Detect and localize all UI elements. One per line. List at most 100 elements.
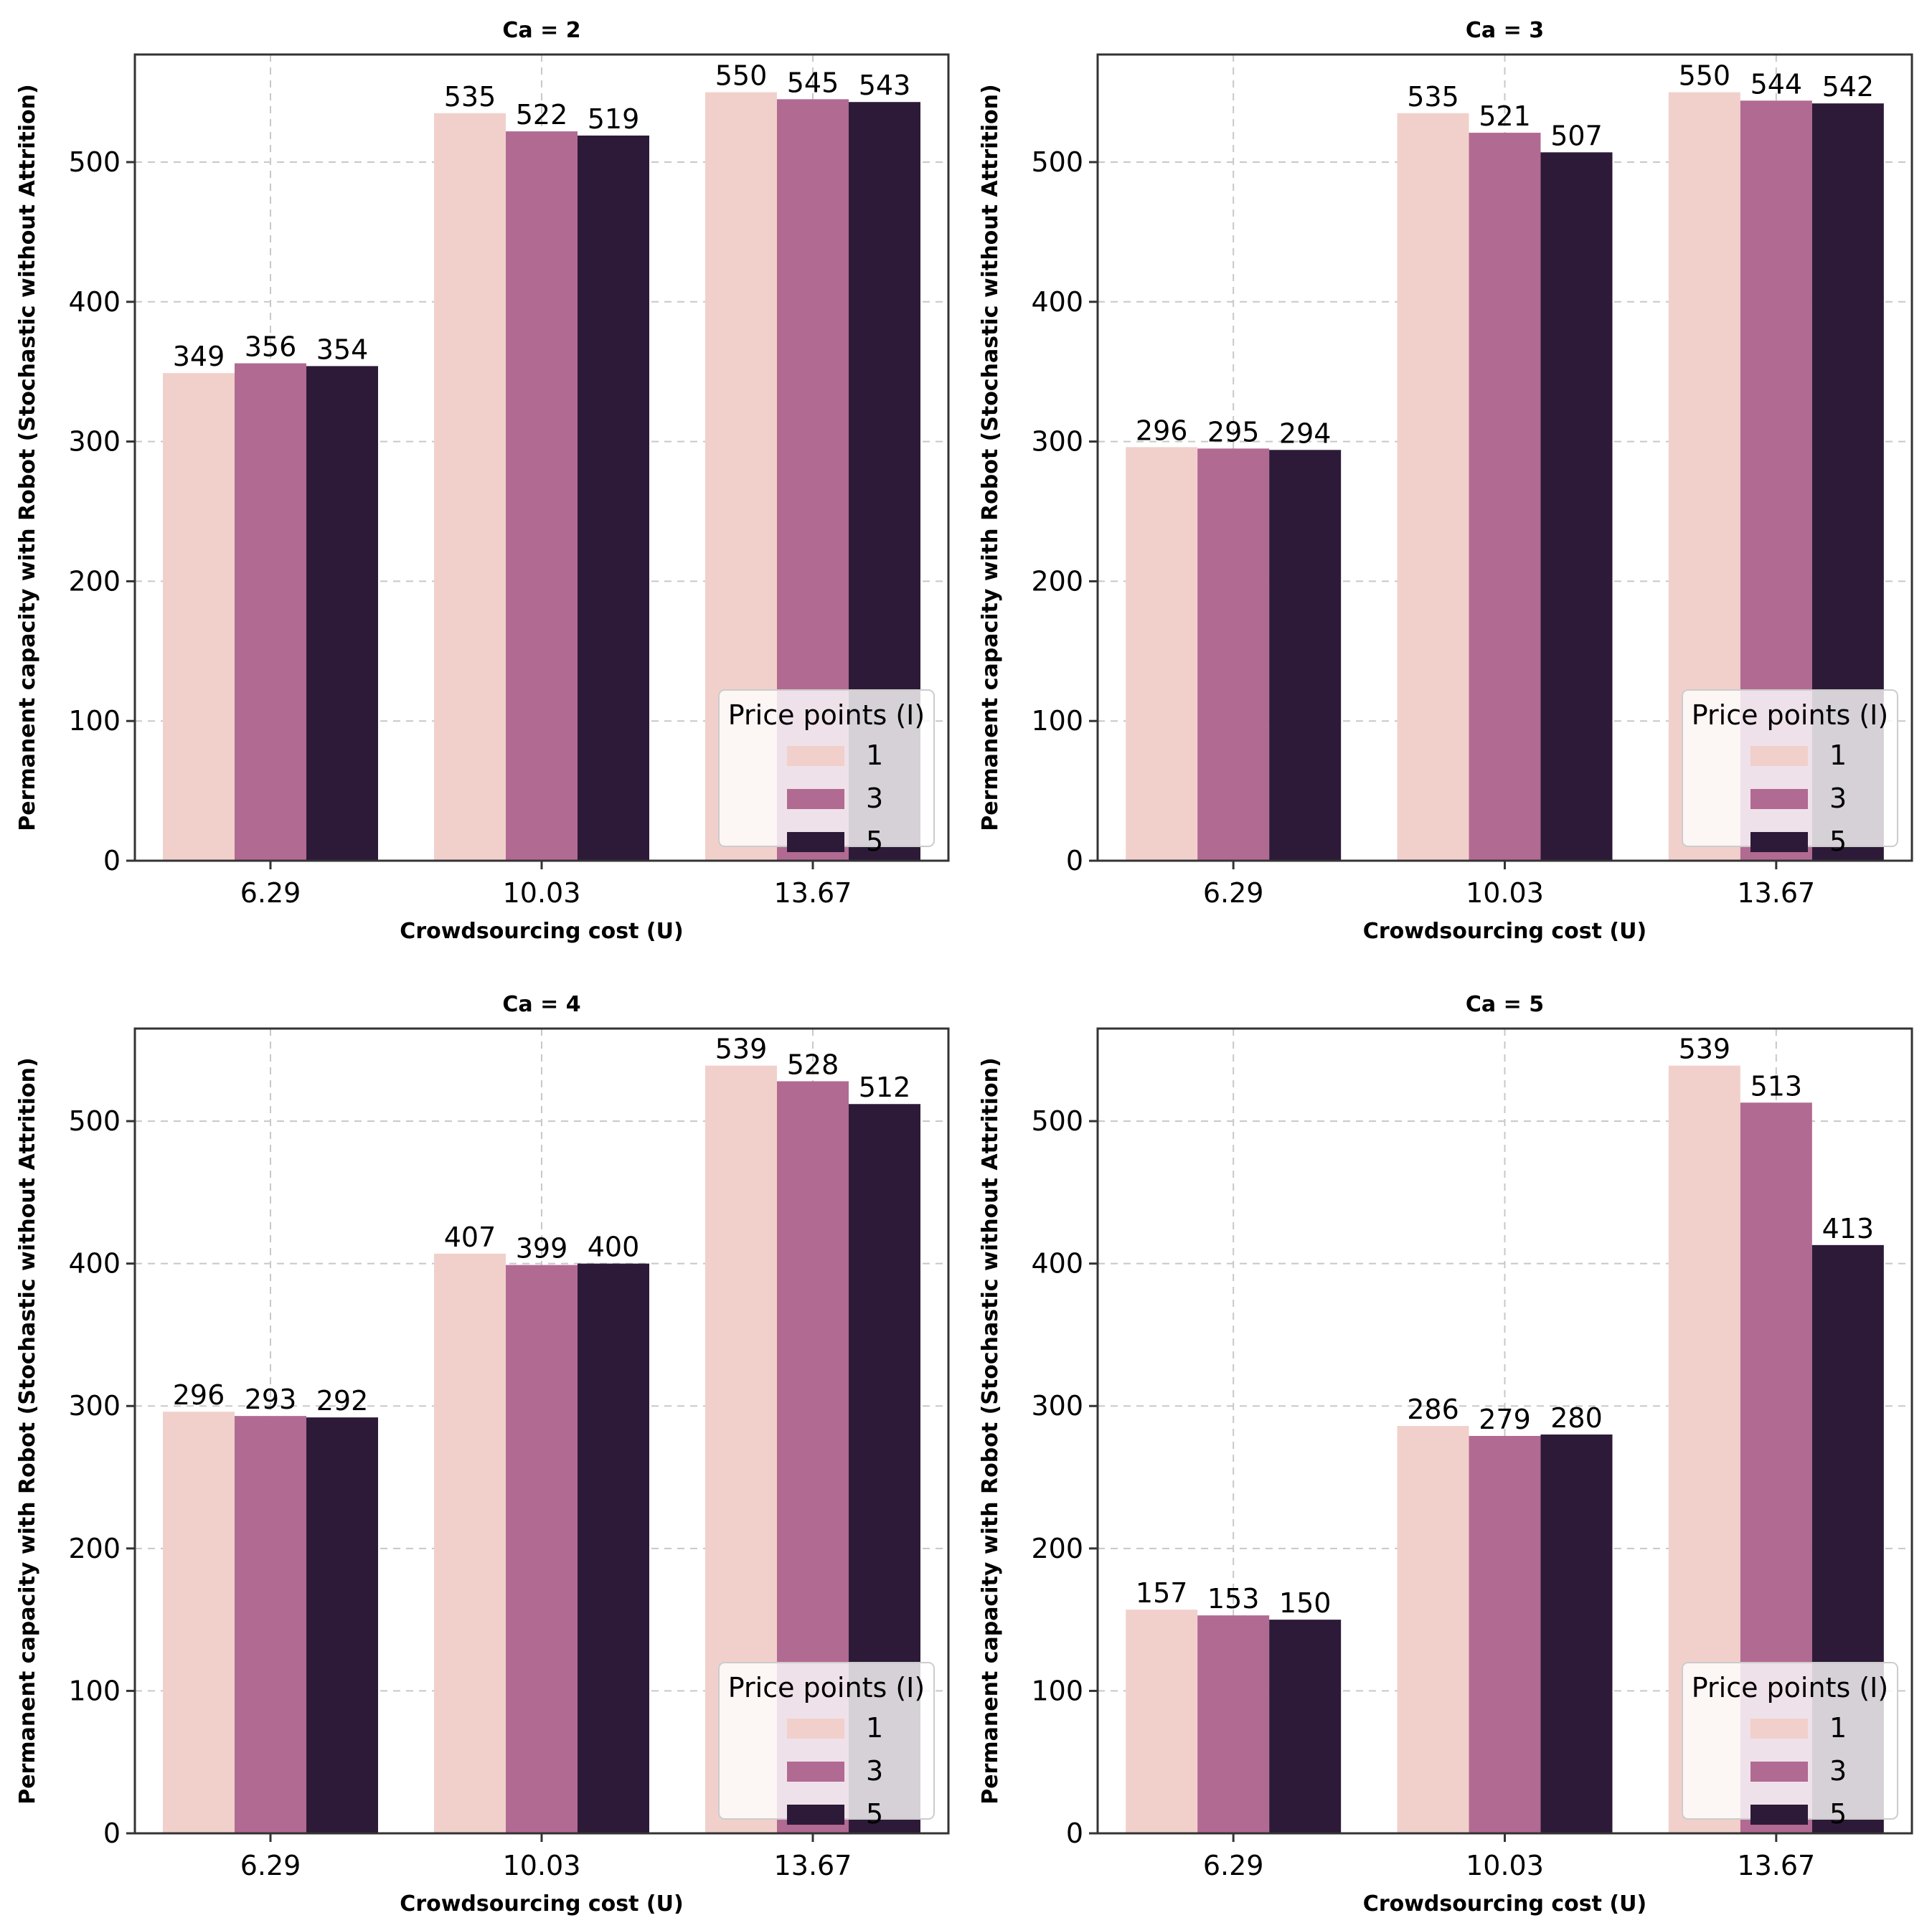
data-label: 399 — [516, 1233, 568, 1265]
bar-series-5-cat-2 — [578, 135, 649, 861]
y-tick-label: 500 — [68, 1105, 121, 1137]
data-label: 295 — [1207, 416, 1260, 448]
data-label: 286 — [1407, 1394, 1459, 1425]
y-tick-label: 300 — [1031, 426, 1083, 458]
data-label: 535 — [1407, 81, 1459, 113]
data-label: 153 — [1207, 1583, 1260, 1615]
data-label: 521 — [1479, 100, 1531, 132]
legend-swatch-1 — [787, 746, 844, 766]
data-label: 550 — [1679, 60, 1731, 92]
legend-swatch-5 — [1750, 1805, 1808, 1825]
x-tick-label: 10.03 — [1466, 1850, 1544, 1881]
bar-series-3-cat-1 — [235, 363, 306, 861]
data-label: 294 — [1279, 417, 1332, 449]
legend-label: 3 — [1829, 783, 1847, 814]
data-label: 407 — [444, 1221, 496, 1253]
y-tick-label: 100 — [68, 705, 121, 737]
y-tick-label: 100 — [1031, 1675, 1083, 1706]
y-tick-label: 500 — [1031, 1105, 1083, 1137]
y-tick-label: 200 — [1031, 565, 1083, 597]
chart-panel-3: Ca = 4 296 407 539 293 399 528 292 400 512 Price p… — [15, 992, 950, 1917]
legend-label: 3 — [866, 783, 883, 814]
data-label: 296 — [1136, 415, 1188, 446]
data-label: 356 — [245, 331, 297, 363]
y-tick-label: 500 — [68, 146, 121, 178]
data-label: 543 — [859, 70, 911, 101]
legend-label: 1 — [866, 739, 883, 771]
data-label: 507 — [1550, 120, 1603, 151]
panel-title: Ca = 3 — [1466, 18, 1544, 43]
data-label: 157 — [1136, 1577, 1188, 1609]
data-label: 293 — [245, 1384, 297, 1415]
bar-series-1-cat-1 — [1126, 447, 1198, 861]
legend: Price points (I) 1 3 5 — [1682, 689, 1898, 857]
legend-swatch-1 — [1750, 1719, 1808, 1739]
bar-series-1-cat-2 — [434, 1253, 506, 1833]
data-label: 349 — [173, 341, 225, 372]
bar-series-5-cat-2 — [1540, 152, 1613, 861]
bar-series-1-cat-1 — [1126, 1610, 1198, 1833]
bar-series-3-cat-2 — [506, 1265, 578, 1833]
y-tick-label: 400 — [68, 286, 121, 318]
x-tick-label: 10.03 — [1466, 877, 1544, 909]
legend-label: 1 — [1829, 1712, 1847, 1744]
bar-series-1-cat-2 — [1397, 113, 1469, 861]
x-tick-label: 6.29 — [240, 1850, 301, 1881]
y-tick-label: 400 — [1031, 1248, 1083, 1280]
x-tick-label: 13.67 — [1737, 1850, 1815, 1881]
legend-title: Price points (I) — [1692, 1672, 1888, 1703]
y-tick-label: 200 — [68, 1533, 121, 1564]
legend-title: Price points (I) — [728, 699, 925, 731]
data-label: 545 — [787, 67, 839, 98]
legend-swatch-3 — [1750, 1762, 1808, 1782]
legend-swatch-5 — [787, 832, 844, 852]
data-label: 354 — [316, 334, 369, 365]
x-axis-label: Crowdsourcing cost (U) — [400, 1891, 683, 1917]
bar-series-5-cat-2 — [1540, 1434, 1613, 1833]
data-label: 512 — [859, 1072, 911, 1103]
data-label: 296 — [173, 1379, 225, 1411]
chart-panel-2: Ca = 3 296 535 550 295 521 544 294 507 542 Price p… — [978, 18, 1913, 944]
y-axis-label: Permanent capacity with Robot (Stochasti… — [15, 84, 40, 831]
y-tick-label: 100 — [68, 1675, 121, 1706]
y-tick-label: 300 — [68, 426, 121, 458]
x-tick-label: 6.29 — [1203, 1850, 1264, 1881]
x-tick-label: 10.03 — [503, 877, 581, 909]
legend-swatch-1 — [1750, 746, 1808, 766]
legend-swatch-1 — [787, 1719, 844, 1739]
x-tick-label: 13.67 — [774, 1850, 852, 1881]
data-label: 535 — [444, 81, 496, 113]
legend: Price points (I) 1 3 5 — [718, 689, 935, 857]
legend-label: 5 — [1829, 826, 1847, 857]
legend-label: 1 — [1829, 739, 1847, 771]
y-tick-label: 200 — [1031, 1533, 1083, 1564]
y-tick-label: 0 — [1066, 1818, 1083, 1849]
data-label: 400 — [588, 1232, 640, 1263]
data-label: 522 — [516, 99, 568, 131]
legend-label: 3 — [1829, 1755, 1847, 1787]
y-tick-label: 300 — [1031, 1390, 1083, 1422]
x-axis-label: Crowdsourcing cost (U) — [1363, 919, 1646, 944]
bar-series-1-cat-1 — [163, 373, 235, 861]
bar-series-5-cat-1 — [306, 366, 378, 861]
legend-swatch-3 — [1750, 789, 1808, 809]
chart-panel-1: Ca = 2 349 535 550 356 522 545 354 519 543 Price p… — [15, 18, 950, 944]
legend-swatch-5 — [787, 1805, 844, 1825]
bar-series-5-cat-1 — [306, 1417, 378, 1833]
legend-swatch-3 — [787, 1762, 844, 1782]
x-tick-label: 13.67 — [1737, 877, 1815, 909]
bar-series-1-cat-2 — [1397, 1426, 1469, 1833]
bar-series-3-cat-1 — [1197, 448, 1270, 861]
y-axis-label: Permanent capacity with Robot (Stochasti… — [15, 1057, 40, 1804]
panel-title: Ca = 2 — [502, 18, 580, 43]
data-label: 292 — [316, 1385, 369, 1417]
y-tick-label: 100 — [1031, 705, 1083, 737]
y-tick-label: 500 — [1031, 146, 1083, 178]
data-label: 539 — [1679, 1034, 1731, 1065]
legend: Price points (I) 1 3 5 — [1682, 1662, 1898, 1830]
legend-label: 5 — [1829, 1798, 1847, 1830]
data-label: 280 — [1550, 1402, 1603, 1434]
data-label: 544 — [1750, 68, 1803, 100]
